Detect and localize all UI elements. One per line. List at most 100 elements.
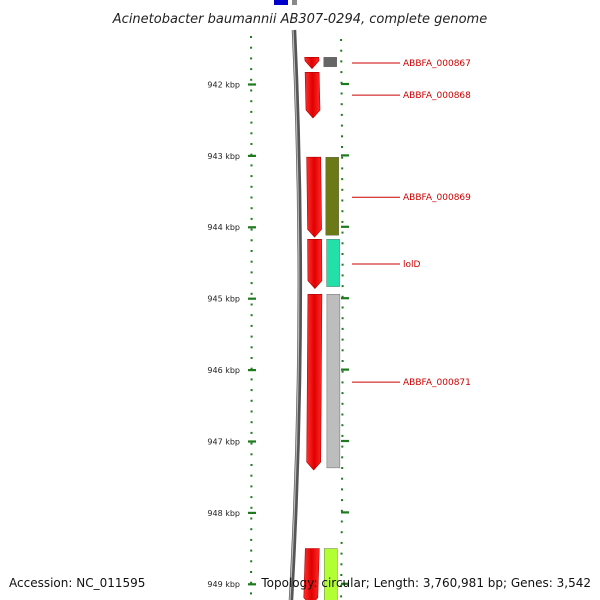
cog-block (324, 548, 338, 600)
scale-dot (340, 92, 343, 95)
scale-dot (341, 456, 344, 459)
scale-dot (250, 506, 253, 509)
scale-tick-right (341, 439, 349, 443)
scale-dot (250, 228, 253, 231)
scale-dot (250, 185, 253, 188)
scale-dot (341, 285, 344, 288)
cog-block (323, 57, 337, 67)
backbone-highlight (289, 29, 300, 600)
scale-dot (341, 156, 344, 159)
scale-dot (340, 81, 343, 84)
scale-dot (250, 378, 253, 381)
scale-dot (250, 57, 253, 60)
gene-labels: ABBFA_000867 ABBFA_000868 ABBFA_000869 lolD… (352, 59, 471, 388)
scale-dot (340, 509, 343, 512)
cog-block (326, 239, 340, 287)
scale-dot (341, 434, 344, 437)
scale-dot (341, 327, 344, 330)
scale-dot (250, 367, 253, 370)
scale-dot (340, 563, 343, 566)
scale-dot (250, 571, 253, 573)
scale-tick-right (341, 297, 349, 300)
cog-block (326, 294, 341, 469)
scale-dot (250, 474, 253, 477)
scale-dot (250, 164, 253, 167)
scale-dot (250, 538, 253, 541)
gene-label: ABBFA_000869 (403, 193, 471, 203)
scale-dot (340, 552, 343, 555)
scale-dot (340, 71, 343, 74)
scale-dot (250, 196, 253, 199)
scale-dot (250, 335, 253, 338)
scale-dot (340, 39, 343, 41)
scale-dot (341, 499, 343, 502)
gene-arrow (304, 56, 320, 70)
scale-dot (250, 560, 253, 563)
scale-dot (341, 370, 344, 373)
scale-dot (340, 584, 343, 587)
scale-dot (250, 410, 253, 413)
scale-tick-right (341, 368, 349, 371)
gene-arrow (304, 72, 321, 119)
scale-dot (250, 324, 253, 327)
scale-tick (248, 83, 256, 86)
scale-dot (250, 132, 253, 135)
scale-dot (250, 89, 253, 92)
scale-dot (250, 110, 253, 113)
scale-dot (250, 453, 253, 456)
scale-dot (250, 68, 253, 71)
scale-tick (248, 440, 256, 443)
scale-dot (341, 413, 344, 416)
scale-dot (250, 517, 253, 520)
scale-tick (248, 511, 256, 514)
scale-tick-right (341, 225, 349, 228)
scale-dot (250, 207, 253, 210)
scale-dot (341, 392, 344, 395)
scale-tick-right (341, 82, 349, 86)
gene-arrow (306, 156, 322, 238)
gene-arrow (303, 548, 320, 600)
scale-dot (340, 574, 343, 576)
kbp-label: 949 kbp (207, 580, 240, 589)
scale-dot (250, 175, 253, 178)
gene-arrow (306, 293, 323, 471)
scale-tick (248, 154, 256, 157)
scale-dot (250, 78, 253, 81)
scale-dot (340, 60, 343, 63)
scale-dot (341, 424, 344, 427)
backbone-arc (288, 29, 303, 600)
scale-dot (250, 271, 253, 274)
scale-dot (341, 402, 344, 405)
scale-dot (250, 421, 253, 424)
scale-dot (340, 531, 343, 534)
scale-dot (250, 282, 253, 285)
scale-dot (341, 263, 344, 266)
scale-dot (341, 338, 344, 341)
scale-dot (341, 381, 344, 384)
kbp-label: 943 kbp (207, 152, 240, 161)
scale-dot (341, 188, 344, 191)
scale-dot (250, 46, 253, 49)
scale-dot (250, 581, 253, 584)
kbp-label: 946 kbp (207, 366, 240, 375)
scale-dot (341, 445, 344, 448)
scale-dot (250, 357, 253, 359)
scale-dot (250, 314, 253, 317)
kbp-label: 948 kbp (207, 509, 240, 518)
title-backdrop (90, 6, 510, 28)
scale-dot (341, 477, 344, 480)
scale-dot (250, 346, 253, 349)
scale-dot (340, 595, 343, 598)
kbp-label: 945 kbp (207, 295, 240, 304)
scale-dot (250, 36, 252, 38)
gene-label: lolD (403, 260, 421, 270)
scale-dot (250, 153, 253, 156)
map-title: Acinetobacter baumannii AB307-0294, comp… (112, 12, 487, 27)
scale-dot (340, 49, 343, 52)
kbp-label: 947 kbp (207, 437, 240, 446)
scale-dot (341, 242, 344, 245)
scale-dot (250, 399, 253, 402)
scale-dot (341, 167, 344, 170)
scale-dot (250, 260, 253, 263)
